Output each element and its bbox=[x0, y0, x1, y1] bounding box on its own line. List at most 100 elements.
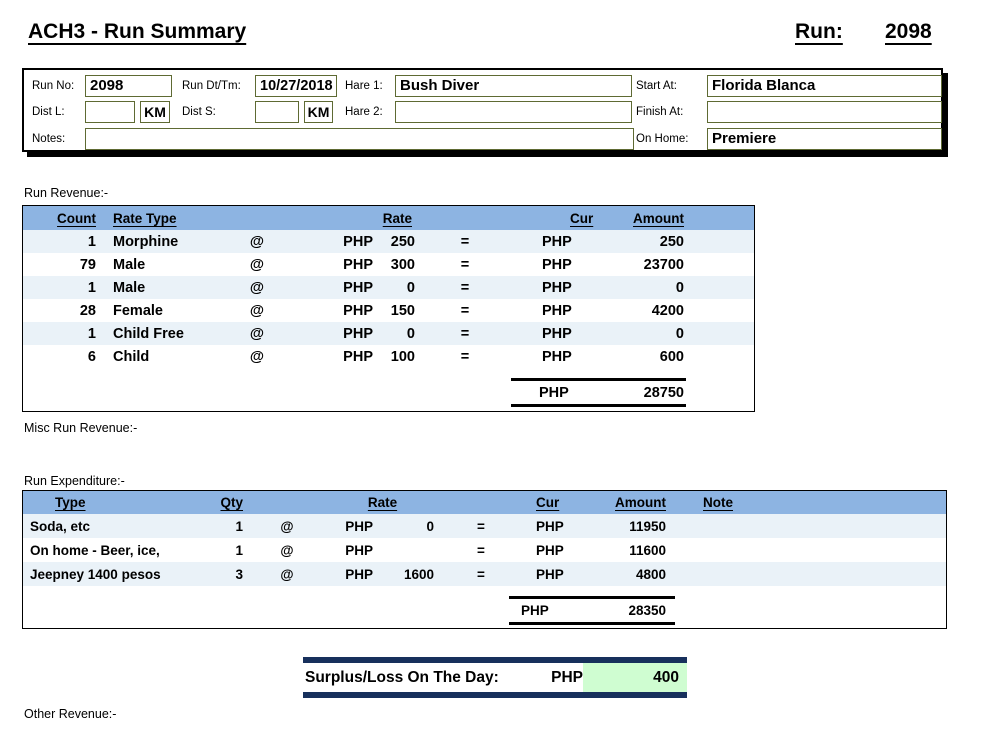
column-header-rate-type: Rate Type bbox=[113, 210, 177, 226]
rate-currency-cell: PHP bbox=[343, 256, 373, 273]
type-cell: Soda, etc bbox=[30, 518, 91, 534]
dist-s-field[interactable] bbox=[255, 101, 299, 123]
finish-at-label: Finish At: bbox=[636, 106, 684, 118]
hare1-field[interactable]: Bush Diver bbox=[395, 75, 632, 97]
count-cell: 1 bbox=[87, 279, 96, 296]
start-at-label: Start At: bbox=[636, 80, 677, 92]
run-label: Run: bbox=[795, 20, 843, 43]
type-cell: Jeepney 1400 pesos bbox=[30, 566, 161, 582]
run-expenditure-total: PHP 28350 bbox=[509, 596, 675, 625]
rate-cell: 0 bbox=[406, 279, 415, 296]
column-header-qty: Qty bbox=[220, 495, 243, 510]
currency-cell: PHP bbox=[536, 566, 564, 582]
column-header-cur: Cur bbox=[536, 495, 560, 510]
rate-cell: 100 bbox=[390, 348, 415, 365]
rate-currency-cell: PHP bbox=[343, 348, 373, 365]
currency-cell: PHP bbox=[542, 233, 572, 250]
table-row: 1 Male @ PHP 0 = PHP 0 bbox=[23, 276, 754, 299]
hare1-label: Hare 1: bbox=[345, 80, 383, 92]
column-header-amount: Amount bbox=[615, 495, 666, 510]
currency-cell: PHP bbox=[536, 542, 564, 558]
run-revenue-total: PHP 28750 bbox=[511, 378, 686, 407]
at-symbol: @ bbox=[249, 233, 265, 250]
dist-l-unit: KM bbox=[140, 101, 170, 123]
currency-cell: PHP bbox=[542, 348, 572, 365]
at-symbol: @ bbox=[249, 348, 265, 365]
equals-symbol: = bbox=[460, 279, 470, 296]
table-row: 1 Child Free @ PHP 0 = PHP 0 bbox=[23, 322, 754, 345]
amount-cell: 11950 bbox=[629, 518, 666, 534]
currency-cell: PHP bbox=[542, 256, 572, 273]
start-at-field[interactable]: Florida Blanca bbox=[707, 75, 942, 97]
amount-cell: 4800 bbox=[635, 566, 666, 582]
surplus-label: Surplus/Loss On The Day: bbox=[305, 668, 499, 686]
surplus-amount: 400 bbox=[653, 668, 679, 686]
column-header-amount: Amount bbox=[633, 210, 684, 226]
at-symbol: @ bbox=[249, 256, 265, 273]
at-symbol: @ bbox=[249, 325, 265, 342]
run-revenue-table: Count Rate Type Rate Cur Amount 1 Morphi… bbox=[22, 205, 755, 412]
run-no-field[interactable]: 2098 bbox=[85, 75, 172, 97]
surplus-amount-box: 400 bbox=[583, 663, 687, 692]
run-header-form: Run No: 2098 Run Dt/Tm: 10/27/2018 Hare … bbox=[22, 68, 943, 152]
at-symbol: @ bbox=[280, 542, 294, 558]
table-row: On home - Beer, ice, 1 @ PHP = PHP 11600 bbox=[23, 538, 946, 562]
finish-at-field[interactable] bbox=[707, 101, 942, 123]
equals-symbol: = bbox=[477, 542, 485, 558]
rate-currency-cell: PHP bbox=[345, 566, 373, 582]
rate-type-cell: Child Free bbox=[113, 325, 184, 342]
count-cell: 6 bbox=[87, 348, 96, 365]
rate-currency-cell: PHP bbox=[343, 279, 373, 296]
rate-type-cell: Male bbox=[113, 256, 146, 273]
notes-field[interactable] bbox=[85, 128, 634, 150]
misc-run-revenue-section-label: Misc Run Revenue:- bbox=[24, 421, 138, 435]
equals-symbol: = bbox=[460, 256, 470, 273]
count-cell: 79 bbox=[79, 256, 96, 273]
count-cell: 1 bbox=[87, 233, 96, 250]
equals-symbol: = bbox=[477, 566, 485, 582]
rate-type-cell: Male bbox=[113, 279, 146, 296]
notes-label: Notes: bbox=[32, 133, 66, 145]
total-amount: 28750 bbox=[643, 384, 684, 401]
column-header-note: Note bbox=[703, 495, 733, 510]
column-header-type: Type bbox=[55, 495, 86, 510]
table-row: 28 Female @ PHP 150 = PHP 4200 bbox=[23, 299, 754, 322]
run-no-label: Run No: bbox=[32, 80, 75, 92]
equals-symbol: = bbox=[460, 325, 470, 342]
equals-symbol: = bbox=[460, 233, 470, 250]
equals-symbol: = bbox=[460, 302, 470, 319]
qty-cell: 3 bbox=[235, 566, 243, 582]
rate-cell: 0 bbox=[406, 325, 415, 342]
hare2-field[interactable] bbox=[395, 101, 632, 123]
rate-cell: 1600 bbox=[403, 566, 434, 582]
total-currency: PHP bbox=[521, 603, 549, 618]
run-revenue-header-row: Count Rate Type Rate Cur Amount bbox=[23, 206, 754, 230]
dist-s-unit: KM bbox=[304, 101, 333, 123]
amount-cell: 250 bbox=[659, 233, 684, 250]
type-cell: On home - Beer, ice, bbox=[30, 542, 160, 558]
dist-l-field[interactable] bbox=[85, 101, 135, 123]
at-symbol: @ bbox=[280, 566, 294, 582]
rate-cell: 300 bbox=[390, 256, 415, 273]
run-dt-label: Run Dt/Tm: bbox=[182, 80, 241, 92]
run-dt-field[interactable]: 10/27/2018 bbox=[255, 75, 337, 97]
hare2-label: Hare 2: bbox=[345, 106, 383, 118]
rate-cell: 0 bbox=[426, 518, 434, 534]
column-header-rate: Rate bbox=[367, 495, 398, 510]
on-home-field[interactable]: Premiere bbox=[707, 128, 942, 150]
run-expenditure-header-row: Type Qty Rate Cur Amount Note bbox=[23, 491, 946, 514]
table-row: 79 Male @ PHP 300 = PHP 23700 bbox=[23, 253, 754, 276]
rate-currency-cell: PHP bbox=[343, 302, 373, 319]
other-revenue-section-label: Other Revenue:- bbox=[24, 707, 117, 721]
column-header-count: Count bbox=[57, 210, 96, 226]
total-currency: PHP bbox=[539, 384, 569, 401]
surplus-currency: PHP bbox=[551, 668, 583, 686]
amount-cell: 0 bbox=[675, 325, 684, 342]
amount-cell: 23700 bbox=[643, 256, 684, 273]
rate-type-cell: Morphine bbox=[113, 233, 179, 250]
rate-cell: 150 bbox=[390, 302, 415, 319]
table-row: Soda, etc 1 @ PHP 0 = PHP 11950 bbox=[23, 514, 946, 538]
qty-cell: 1 bbox=[235, 518, 243, 534]
run-expenditure-table: Type Qty Rate Cur Amount Note Soda, etc … bbox=[22, 490, 947, 629]
